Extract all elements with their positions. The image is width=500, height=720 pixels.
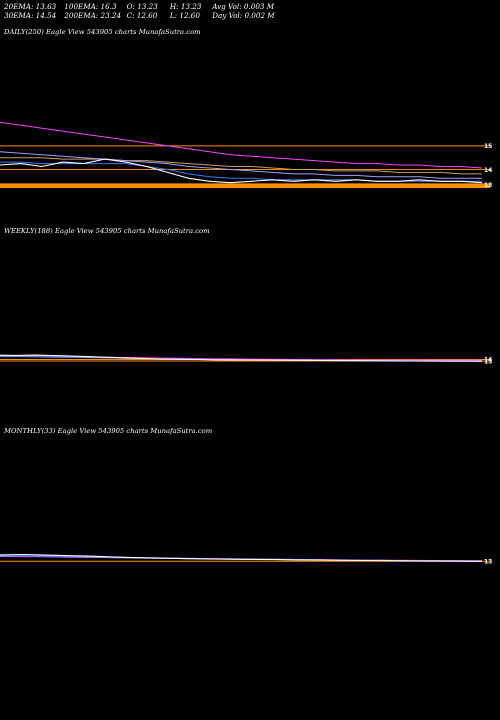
avg-volume-value: Avg Vol: 0.003 M: [212, 2, 275, 11]
open-value: O: 13.23: [126, 2, 158, 11]
day-volume-value: Day Vol: 0.002 M: [212, 11, 275, 20]
daily-series-ema-mid: [0, 151, 482, 179]
ema200-value: 200EMA: 23.24: [64, 11, 122, 20]
ema100-value: 100EMA: 16.3: [64, 2, 117, 11]
daily-value-label-1: 14: [484, 167, 492, 174]
ema20-value: 20EMA: 13.63: [4, 2, 57, 11]
daily-chart: 15 14 13: [0, 121, 492, 189]
monthly-chart: 13: [0, 553, 492, 565]
daily-value-label-0: 15: [484, 143, 492, 150]
daily-series-price: [0, 158, 483, 184]
daily-panel-title: DAILY(250) Eagle View 543905 charts Muna…: [4, 28, 201, 36]
stats-row-1: 20EMA: 13.63 100EMA: 16.3 O: 13.23 H: 13…: [4, 2, 494, 11]
stats-header: 20EMA: 13.63 100EMA: 16.3 O: 13.23 H: 13…: [4, 2, 494, 20]
weekly-panel-title: WEEKLY(188) Eagle View 543905 charts Mun…: [4, 227, 210, 235]
weekly-series-price: [0, 354, 483, 362]
weekly-value-label-0: 14: [484, 357, 492, 364]
low-value: L: 12.60: [169, 11, 200, 20]
stats-row-2: 30EMA: 14.54 200EMA: 23.24 C: 12.60 L: 1…: [4, 11, 494, 20]
ema30-value: 30EMA: 14.54: [4, 11, 57, 20]
weekly-value-label-1: 13: [484, 358, 492, 365]
daily-series-ema-long: [0, 157, 482, 175]
monthly-value-label-0: 13: [484, 558, 492, 565]
monthly-series-price: [0, 553, 483, 562]
high-value: H: 13.23: [169, 2, 202, 11]
close-value: C: 12.60: [126, 11, 158, 20]
daily-value-label-2: 13: [484, 182, 492, 189]
monthly-series-ema-short: [0, 555, 483, 562]
monthly-panel-title: MONTHLY(33) Eagle View 543905 charts Mun…: [4, 427, 213, 435]
daily-series-ema-200: [0, 121, 483, 169]
